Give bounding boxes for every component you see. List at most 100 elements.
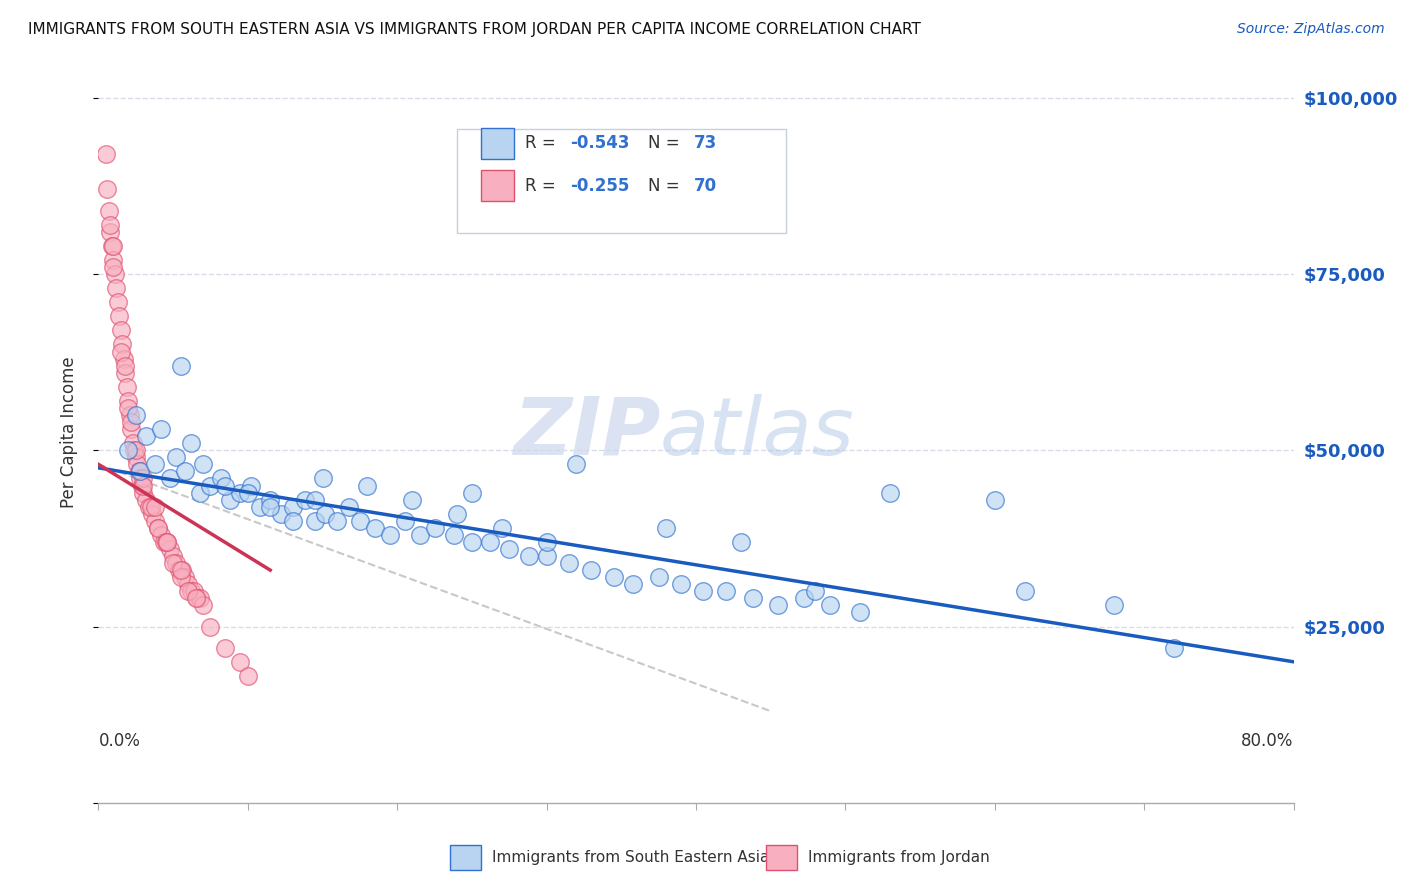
Point [156,535,179,549]
Point [239,478,262,492]
Point [259,500,281,514]
Point [461,535,484,549]
Point [155,535,177,549]
Point [766,599,789,613]
Point [125,443,148,458]
Point [214,478,236,492]
Point [249,500,271,514]
Point [188,485,211,500]
Point [117,393,139,408]
Point [105,281,128,295]
Point [98,218,122,232]
Point [565,458,588,472]
Point [191,599,214,613]
Point [443,528,465,542]
Point [125,450,148,465]
Point [1014,584,1036,599]
Text: R =: R = [524,134,561,153]
Point [581,563,603,577]
Point [1163,640,1185,655]
Point [177,584,200,599]
Point [114,366,136,380]
Text: -0.543: -0.543 [571,134,630,153]
Point [125,408,148,422]
Point [169,359,191,373]
Point [111,337,134,351]
Point [326,514,349,528]
Point [339,500,361,514]
Point [148,521,170,535]
Point [103,260,125,274]
Point [655,521,678,535]
Point [692,584,714,599]
Point [793,591,815,606]
Text: 80.0%: 80.0% [1241,732,1294,750]
Point [138,500,160,514]
Point [294,492,316,507]
Point [229,655,252,669]
Text: 73: 73 [693,134,717,153]
Point [401,492,423,507]
Text: Source: ZipAtlas.com: Source: ZipAtlas.com [1237,22,1385,37]
Point [177,577,200,591]
Text: 0.0%: 0.0% [98,732,141,750]
Point [128,464,150,478]
Point [730,535,752,549]
Point [214,640,236,655]
Point [135,429,157,443]
Point [150,528,173,542]
Point [131,478,153,492]
Point [96,182,118,196]
Point [115,380,138,394]
Point [108,310,131,324]
Text: 70: 70 [693,178,717,195]
Point [180,436,202,450]
Point [461,485,484,500]
Point [129,464,152,478]
Point [150,422,173,436]
Point [132,478,155,492]
Text: IMMIGRANTS FROM SOUTH EASTERN ASIA VS IMMIGRANTS FROM JORDAN PER CAPITA INCOME C: IMMIGRANTS FROM SOUTH EASTERN ASIA VS IM… [28,22,921,37]
Point [304,514,326,528]
Point [647,570,669,584]
Point [714,584,737,599]
Point [169,563,191,577]
Point [446,507,468,521]
Point [103,239,125,253]
Text: R =: R = [524,178,561,195]
Text: -0.255: -0.255 [571,178,630,195]
Point [259,492,281,507]
Point [117,443,139,458]
Point [236,485,259,500]
Point [281,500,304,514]
Point [356,478,378,492]
Point [94,147,117,161]
Point [184,591,207,606]
Point [804,584,827,599]
Point [165,450,187,465]
Point [159,471,181,485]
Point [820,599,842,613]
Point [174,570,197,584]
Point [191,458,214,472]
Point [97,203,120,218]
Point [281,514,304,528]
Point [101,239,124,253]
Point [103,252,125,267]
Point [209,471,232,485]
Point [143,500,166,514]
Point [180,584,202,599]
Point [183,584,205,599]
Point [121,436,143,450]
Text: Immigrants from South Eastern Asia: Immigrants from South Eastern Asia [492,850,769,864]
Point [114,359,136,373]
Point [127,458,149,472]
Point [304,492,326,507]
Text: Immigrants from Jordan: Immigrants from Jordan [808,850,990,864]
Point [143,458,166,472]
Point [120,422,142,436]
Text: N =: N = [648,134,685,153]
Point [143,514,166,528]
Point [98,225,122,239]
Point [621,577,644,591]
